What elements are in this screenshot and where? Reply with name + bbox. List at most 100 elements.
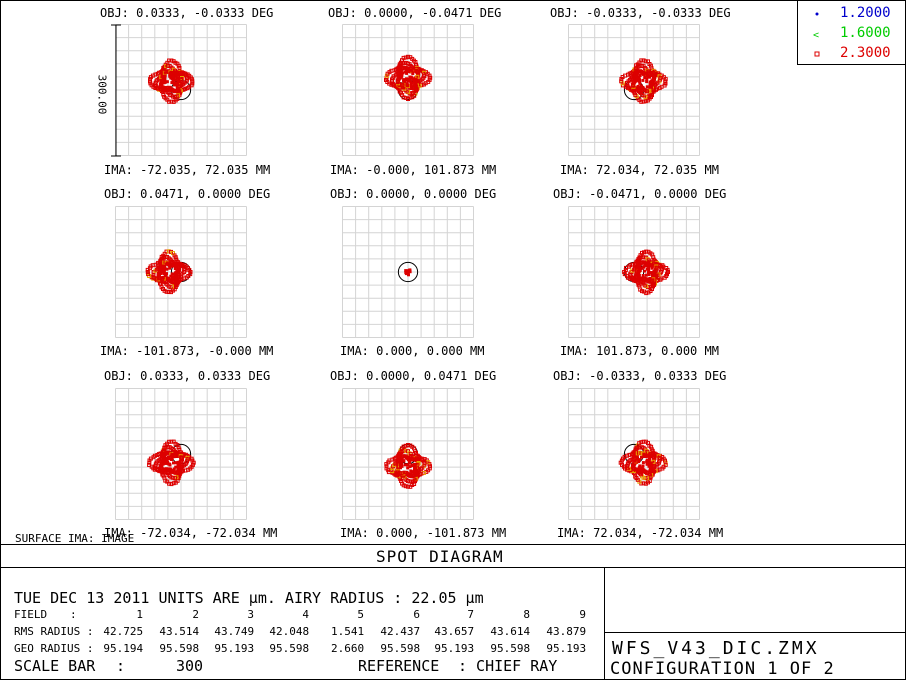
rms-radius-cell: 42.725 <box>103 625 144 638</box>
spot-point <box>161 459 165 463</box>
spot-point <box>645 462 649 466</box>
spot-point <box>647 464 651 468</box>
spot-point <box>653 269 658 274</box>
spot-point <box>646 290 651 295</box>
rms-radius-cell: 43.614 <box>490 625 531 638</box>
field-number-cell: 9 <box>579 608 587 621</box>
spot-point <box>402 459 406 463</box>
spot-point <box>164 249 169 254</box>
spot-point <box>645 460 649 464</box>
legend-marker-1 <box>815 12 819 16</box>
spot-point <box>171 481 176 486</box>
spot-point <box>409 75 413 79</box>
reference-value: : CHIEF RAY <box>458 657 558 675</box>
spot-point <box>633 459 637 463</box>
geo-radius-cell: 95.193 <box>214 642 255 655</box>
spot-point <box>646 277 650 281</box>
field-5-airy-circle <box>397 261 419 283</box>
spot-point <box>384 464 389 469</box>
field-5-ima-label: IMA: 0.000, 0.000 MM <box>340 344 485 358</box>
spot-point <box>173 81 177 85</box>
spot-point <box>172 83 176 87</box>
geo-radius-cell: 95.193 <box>546 642 587 655</box>
spot-point <box>648 277 652 280</box>
spot-point <box>176 82 180 86</box>
spot-point <box>663 77 668 82</box>
spot-point <box>174 78 178 82</box>
spot-point <box>403 463 407 467</box>
spot-point <box>637 266 641 270</box>
spot-point <box>165 456 169 460</box>
spot-point <box>641 461 645 465</box>
spot-point <box>404 269 408 273</box>
spot-point <box>400 464 404 468</box>
geo-radius-cell: 95.193 <box>434 642 475 655</box>
surface-label: SURFACE IMA: IMAGE <box>15 532 135 545</box>
spot-point <box>645 458 649 462</box>
geo-radius-cell: 95.194 <box>103 642 144 655</box>
field-7-ima-label: IMA: -72.034, -72.034 MM <box>104 526 278 540</box>
spot-point <box>651 78 656 83</box>
field-3-spot <box>619 58 668 104</box>
field-4-ima-label: IMA: -101.873, -0.000 MM <box>100 344 274 358</box>
geo-radius-cell: 95.598 <box>159 642 200 655</box>
spot-point <box>403 95 408 100</box>
spot-point <box>406 484 410 489</box>
legend-label-2: 1.6000 <box>840 25 891 41</box>
spot-point <box>647 460 651 464</box>
field-1-grid <box>115 24 247 156</box>
spot-point <box>643 59 648 64</box>
spot-point <box>175 76 179 80</box>
spot-point <box>160 270 164 274</box>
spot-point <box>408 77 412 81</box>
spot-point <box>649 461 653 465</box>
spot-point <box>170 458 173 461</box>
field-3-grid <box>568 24 700 156</box>
spot-point <box>170 272 174 276</box>
spot-point <box>625 453 629 458</box>
geo-radius-cell: 95.598 <box>269 642 310 655</box>
spot-point <box>171 76 174 80</box>
spot-point <box>638 79 642 83</box>
spot-point <box>644 263 648 267</box>
spot-point <box>401 55 406 60</box>
spot-point <box>647 462 651 466</box>
spot-point <box>173 480 178 485</box>
spot-point <box>161 462 165 466</box>
spot-point <box>650 271 653 275</box>
spot-point <box>181 276 186 281</box>
spot-point <box>422 74 427 79</box>
spot-point <box>648 75 651 79</box>
spot-point <box>175 85 179 89</box>
spot-point <box>176 269 180 274</box>
spot-point <box>410 95 415 100</box>
legend-marker-3 <box>814 51 820 57</box>
rms-row-label: RMS RADIUS : <box>14 625 94 638</box>
filename-label: WFS_V43_DIC.ZMX <box>612 638 820 659</box>
spot-point <box>639 267 643 270</box>
spot-point <box>630 262 635 267</box>
spot-point <box>148 81 153 86</box>
field-2-grid <box>342 24 474 156</box>
spot-point <box>401 71 405 75</box>
spot-point <box>163 74 167 78</box>
spot-point <box>663 460 668 465</box>
spot-point <box>657 459 662 464</box>
spot-point <box>639 84 643 88</box>
spot-point <box>409 472 413 476</box>
field-5-obj-label: OBJ: 0.0000, 0.0000 DEG <box>330 187 497 201</box>
spot-point <box>406 466 410 470</box>
spot-point <box>638 468 642 472</box>
spot-point <box>644 249 649 254</box>
spot-point <box>146 272 151 277</box>
rms-radius-cell: 43.879 <box>546 625 587 638</box>
field-number-cell: 6 <box>413 608 421 621</box>
spot-point <box>643 481 648 486</box>
spot-point <box>190 458 195 463</box>
spot-point <box>168 462 171 466</box>
field-1-ima-label: IMA: -72.035, 72.035 MM <box>104 163 271 177</box>
spot-point <box>171 99 176 104</box>
spot-point <box>428 464 432 469</box>
